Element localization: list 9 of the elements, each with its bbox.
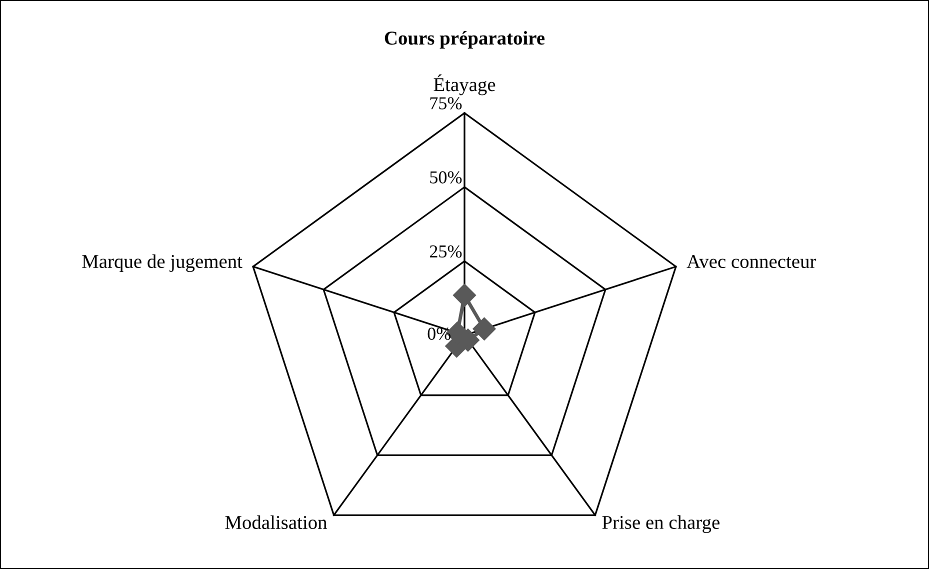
spoke-label: Étayage	[434, 74, 496, 96]
spoke-label: Prise en charge	[602, 515, 720, 533]
y-tick-label: 50%	[430, 171, 462, 184]
chart-title: Cours préparatoire	[384, 31, 545, 49]
y-tick-label: 25%	[430, 245, 462, 258]
spoke-label: Modalisation	[225, 515, 327, 530]
spoke-label: Marque de jugement	[82, 254, 242, 272]
spoke-label: Avec connecteur	[686, 255, 816, 268]
y-tick-label: 75%	[430, 97, 462, 110]
